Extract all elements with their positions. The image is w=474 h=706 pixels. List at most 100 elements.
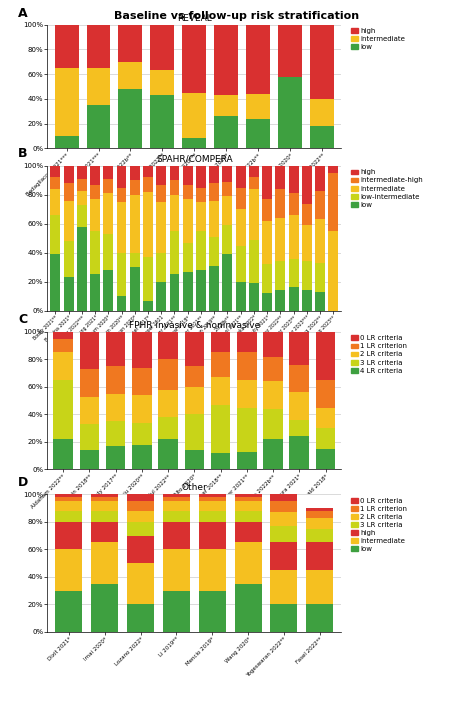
Bar [235,542,262,584]
Bar [130,267,140,311]
Bar [222,166,232,182]
Bar [143,192,153,257]
Bar [77,179,87,191]
Legend: high, intermediate-high, intermediate, low-intermediate, low: high, intermediate-high, intermediate, l… [351,169,423,208]
Bar [211,453,230,469]
Bar [275,189,285,218]
Bar [278,25,302,76]
Bar [53,439,73,469]
Bar [184,332,204,366]
Bar [306,508,333,510]
Bar [237,332,256,352]
Bar [306,517,333,529]
Bar [199,494,226,497]
Bar [184,414,204,450]
Bar [275,218,285,261]
Bar [130,181,140,195]
Bar [183,243,193,272]
Bar [209,265,219,311]
Bar [278,76,302,148]
Bar [106,421,126,446]
Bar [315,166,325,191]
Bar [132,445,152,469]
Bar [127,510,154,522]
Bar [50,215,60,254]
Bar [103,179,113,193]
Bar [132,332,152,368]
Bar [246,119,270,148]
Bar [117,297,127,311]
Bar [290,332,309,365]
Bar [163,494,190,497]
Bar [315,220,325,263]
Bar [156,166,166,185]
Bar [130,253,140,267]
Bar [150,95,174,148]
Text: C: C [18,313,27,326]
Bar [290,393,309,420]
Bar [55,501,82,510]
Bar [237,452,256,469]
Bar [163,522,190,549]
Bar [77,205,87,227]
Bar [77,227,87,311]
Title: FPHR invasive & noninvasive: FPHR invasive & noninvasive [129,321,260,330]
Bar [163,497,190,501]
Bar [262,199,272,221]
Bar [106,394,126,421]
Bar [170,195,180,231]
Bar [91,510,118,522]
Bar [183,166,193,185]
Bar [50,189,60,215]
Bar [118,25,142,61]
Bar [271,512,297,526]
Bar [306,604,333,632]
Bar [77,191,87,205]
Bar [209,237,219,265]
Bar [183,199,193,243]
Bar [55,549,82,590]
Bar [289,258,299,287]
Bar [196,270,206,311]
Bar [237,352,256,380]
Bar [50,254,60,311]
Bar [275,290,285,311]
Bar [158,359,178,390]
Bar [53,318,73,339]
Bar [249,240,259,283]
Bar [156,202,166,253]
Title: SPAHR/COMPERA: SPAHR/COMPERA [156,155,233,164]
Text: D: D [18,476,28,489]
Bar [55,136,79,148]
Bar [163,549,190,590]
Bar [263,409,283,439]
Bar [249,177,259,189]
Bar [236,166,246,188]
Bar [271,604,297,632]
Bar [55,497,82,501]
Bar [55,25,79,68]
Bar [222,196,232,225]
Bar [310,126,334,148]
Bar [80,424,99,450]
Bar [182,138,206,148]
Bar [306,570,333,604]
Bar [117,253,127,297]
Bar [103,166,113,179]
Bar [235,494,262,497]
Bar [235,584,262,632]
Bar [91,497,118,501]
Bar [235,497,262,501]
Bar [211,332,230,352]
Bar [87,25,110,68]
Bar [328,173,338,231]
Bar [271,501,297,512]
Bar [132,368,152,395]
Bar [184,366,204,387]
Bar [316,428,336,449]
Bar [127,522,154,536]
Bar [235,501,262,510]
Bar [87,105,110,148]
Bar [306,510,333,517]
Bar [271,570,297,604]
